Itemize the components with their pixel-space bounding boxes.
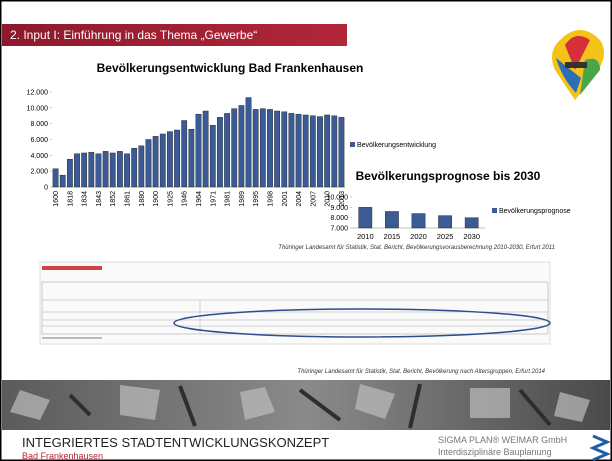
x-tick-label: 1861	[125, 191, 132, 207]
legend-swatch	[492, 208, 497, 213]
bar	[317, 117, 322, 187]
source: Thüringer Landesamt für Statistik, Stat.…	[297, 369, 545, 375]
x-tick-label: 1995	[253, 191, 260, 207]
bar	[224, 113, 229, 187]
bar	[139, 146, 144, 187]
bar	[339, 117, 344, 187]
bar	[60, 175, 65, 187]
x-tick-label: 2001	[282, 191, 289, 207]
company-sub: Interdisziplinäre Bauplanung	[438, 447, 552, 457]
y-tick-label: 6.000	[30, 137, 48, 144]
footer-title: INTEGRIERTES STADTENTWICKLUNGSKONZEPT	[22, 435, 329, 450]
bar	[217, 117, 222, 187]
bar	[182, 121, 187, 188]
y-tick-label: 7.000	[330, 226, 348, 233]
x-tick-label: 2025	[437, 232, 454, 241]
bar	[103, 151, 108, 187]
header-title: 2. Input I: Einführung in das Thema „Gew…	[10, 28, 257, 42]
x-tick-label: 1600	[53, 191, 60, 207]
bar	[89, 152, 94, 187]
bar	[359, 207, 372, 228]
chart-title: Bevölkerungsprognose bis 2030	[356, 169, 541, 183]
bar	[124, 154, 129, 187]
x-tick-label: 1989	[239, 191, 246, 207]
y-tick-label: 12.000	[27, 90, 49, 97]
legend-swatch	[350, 142, 355, 147]
x-tick-label: 1946	[182, 191, 189, 207]
slide: 2. Input I: Einführung in das Thema „Gew…	[0, 0, 612, 461]
x-tick-label: 2010	[357, 232, 374, 241]
x-tick-label: 1900	[153, 191, 160, 207]
bar	[174, 130, 179, 187]
bar	[53, 169, 58, 187]
bar	[465, 218, 478, 228]
bar	[324, 115, 329, 187]
x-tick-label: 1981	[225, 191, 232, 207]
x-tick-label: 2007	[310, 191, 317, 207]
bar	[96, 154, 101, 187]
y-tick-label: 10.000	[27, 105, 49, 112]
bar	[160, 134, 165, 187]
bar	[267, 109, 272, 187]
bar	[296, 114, 301, 187]
bar	[274, 111, 279, 187]
bar	[289, 113, 294, 187]
bar	[332, 116, 337, 187]
x-tick-label: 1964	[196, 191, 203, 207]
bar	[253, 109, 258, 187]
bar	[146, 140, 151, 188]
bar	[203, 111, 208, 187]
legend-label: Bevölkerungsprognose	[499, 208, 571, 215]
y-tick-label: 8.000	[30, 121, 48, 128]
legend-label: Bevölkerungsentwicklung	[357, 142, 436, 149]
bar	[303, 115, 308, 187]
bar	[132, 148, 137, 187]
x-tick-label: 1998	[267, 191, 274, 207]
bar	[110, 153, 115, 187]
y-tick-label: 0	[44, 185, 48, 192]
bar	[232, 109, 237, 187]
bar	[167, 132, 172, 187]
bar	[282, 112, 287, 187]
x-tick-label: 1880	[139, 191, 146, 207]
x-tick-label: 1834	[82, 191, 89, 207]
x-tick-label: 2015	[384, 232, 401, 241]
bar	[153, 136, 158, 187]
y-tick-label: 4.000	[30, 153, 48, 160]
table-image	[40, 262, 550, 344]
x-tick-label: 2004	[296, 191, 303, 207]
y-tick-label: 8.000	[330, 215, 348, 222]
bar	[412, 214, 425, 228]
company: SIGMA PLAN® WEIMAR GmbH	[438, 435, 567, 445]
y-tick-label: 10.000	[327, 195, 349, 202]
y-tick-label: 2.000	[30, 169, 48, 176]
bar	[246, 98, 251, 187]
bar	[67, 159, 72, 187]
bar	[260, 109, 265, 187]
bar	[74, 154, 79, 187]
bar	[210, 125, 215, 187]
bar	[385, 211, 398, 228]
bar	[239, 105, 244, 187]
x-tick-label: 1818	[67, 191, 74, 207]
bar	[117, 151, 122, 187]
x-tick-label: 2030	[463, 232, 480, 241]
footer-subtitle: Bad Frankenhausen	[22, 451, 103, 461]
x-tick-label: 1852	[110, 191, 117, 207]
x-tick-label: 1971	[210, 191, 217, 207]
bar	[310, 116, 315, 187]
chart-title: Bevölkerungsentwicklung Bad Frankenhause…	[97, 61, 364, 75]
y-tick-label: 9.000	[330, 205, 348, 212]
bar	[81, 153, 86, 187]
bar	[189, 129, 194, 187]
source: Thüringer Landesamt für Statistik, Stat.…	[278, 245, 555, 251]
bar	[196, 114, 201, 187]
x-tick-label: 1843	[96, 191, 103, 207]
bar	[438, 216, 451, 228]
x-tick-label: 1925	[167, 191, 174, 207]
aerial-photo	[2, 380, 610, 430]
x-tick-label: 2020	[410, 232, 427, 241]
